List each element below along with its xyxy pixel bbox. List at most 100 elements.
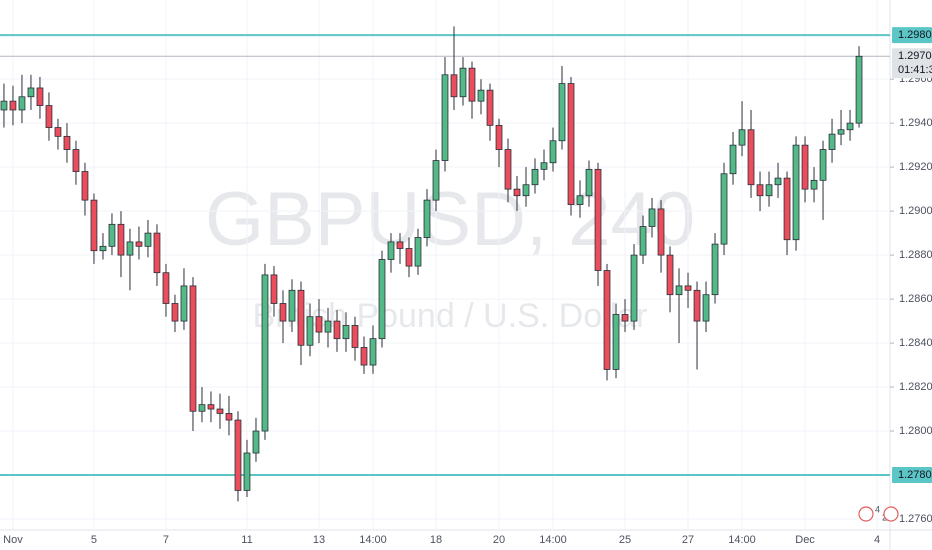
candle-body: [270, 274, 278, 304]
candle-body: [747, 129, 755, 186]
candle-body: [243, 452, 251, 491]
candle-body: [252, 430, 260, 454]
y-tick-label: 1.28400: [899, 337, 932, 349]
y-tick-label: 1.27600: [899, 513, 932, 525]
candle-body: [531, 168, 539, 186]
y-tick-label: 1.28800: [899, 249, 932, 261]
candle-body: [423, 199, 431, 238]
candle-body: [414, 237, 422, 267]
axes: Nov 5 7 11 13 14:00 18 20 14:00 25 27 14:00 Dec 4 1.27…: [3, 27, 932, 546]
candle-body: [558, 83, 566, 142]
candle-body: [639, 226, 647, 256]
candle-body: [783, 177, 791, 241]
x-tick-label: 14:00: [539, 534, 567, 546]
candle-body: [153, 232, 161, 274]
candle-body: [549, 140, 557, 164]
y-tick-label: 1.29200: [899, 161, 932, 173]
candle-body: [540, 162, 548, 170]
candle-body: [90, 199, 98, 252]
candle-body: [792, 144, 800, 241]
countdown: 01:41:39: [898, 64, 932, 76]
candle-body: [675, 285, 683, 296]
candle-body: [378, 259, 386, 340]
x-tick-label: 20: [493, 534, 505, 546]
badge-label: 4: [875, 504, 880, 514]
candle-body: [99, 245, 107, 252]
candle-body: [126, 241, 134, 256]
candle-body: [432, 160, 440, 201]
candle-body: [486, 89, 494, 126]
x-tick-label: 27: [682, 534, 694, 546]
candle-body: [684, 285, 692, 291]
candles: [0, 26, 863, 502]
candle-body: [450, 74, 458, 98]
candle-body: [513, 188, 521, 197]
candle-body: [846, 122, 854, 131]
candle-body: [495, 124, 503, 150]
candle-body: [459, 67, 467, 98]
candle-body: [441, 74, 449, 161]
candle-body: [837, 129, 845, 135]
candle-body: [198, 404, 206, 412]
candle-body: [702, 294, 710, 322]
candle-body: [36, 87, 44, 106]
candle-body: [261, 274, 269, 432]
candle-body: [27, 87, 35, 98]
y-tick-label: 1.28200: [899, 381, 932, 393]
candle-body: [855, 55, 863, 124]
x-tick-label: 18: [430, 534, 442, 546]
candle-body: [621, 314, 629, 322]
level-label-box: [892, 27, 932, 44]
candle-body: [738, 129, 746, 146]
candle-body: [810, 179, 818, 190]
candle-body: [180, 285, 188, 322]
candle-body: [297, 289, 305, 346]
candle-body: [693, 289, 701, 322]
candle-body: [324, 320, 332, 333]
x-tick-label: 14:00: [728, 534, 756, 546]
candle-body: [117, 223, 125, 256]
candle-body: [504, 149, 512, 190]
candle-body: [189, 285, 197, 412]
badge-icon: [858, 506, 874, 522]
x-tick-label: 14:00: [359, 534, 387, 546]
candle-body: [756, 184, 764, 197]
candle-body: [342, 325, 350, 340]
x-tick-label: Dec: [795, 534, 815, 546]
candle-body: [648, 208, 656, 227]
candle-body: [477, 89, 485, 102]
candle-body: [396, 241, 404, 249]
x-tick-label: 4: [874, 534, 880, 546]
candle-body: [333, 320, 341, 340]
candle-body: [522, 184, 530, 197]
candle-body: [630, 254, 638, 322]
candle-body: [0, 100, 8, 111]
candle-body: [765, 184, 773, 197]
candle-body: [162, 272, 170, 304]
candle-body: [63, 135, 71, 150]
candle-body: [279, 303, 287, 322]
candle-body: [612, 314, 620, 370]
candle-body: [711, 243, 719, 296]
candle-body: [288, 289, 296, 322]
x-tick-label: 11: [241, 534, 252, 546]
y-tick-label: 1.29400: [899, 117, 932, 129]
y-tick-label: 1.28000: [899, 425, 932, 437]
candle-body: [720, 173, 728, 245]
level-label-box: [892, 467, 932, 484]
candle-body: [9, 100, 17, 111]
candle-body: [108, 223, 116, 247]
candle-body: [315, 316, 323, 333]
x-tick-label: 13: [313, 534, 325, 546]
candle-body: [585, 168, 593, 197]
candle-body: [351, 325, 359, 348]
candle-body: [387, 241, 395, 260]
candle-body: [405, 248, 413, 267]
candle-body: [81, 171, 89, 201]
y-tick-label: 1.28600: [899, 293, 932, 305]
candle-body: [666, 254, 674, 296]
candle-body: [657, 208, 665, 256]
candle-body: [216, 408, 224, 414]
candle-body: [54, 127, 62, 137]
